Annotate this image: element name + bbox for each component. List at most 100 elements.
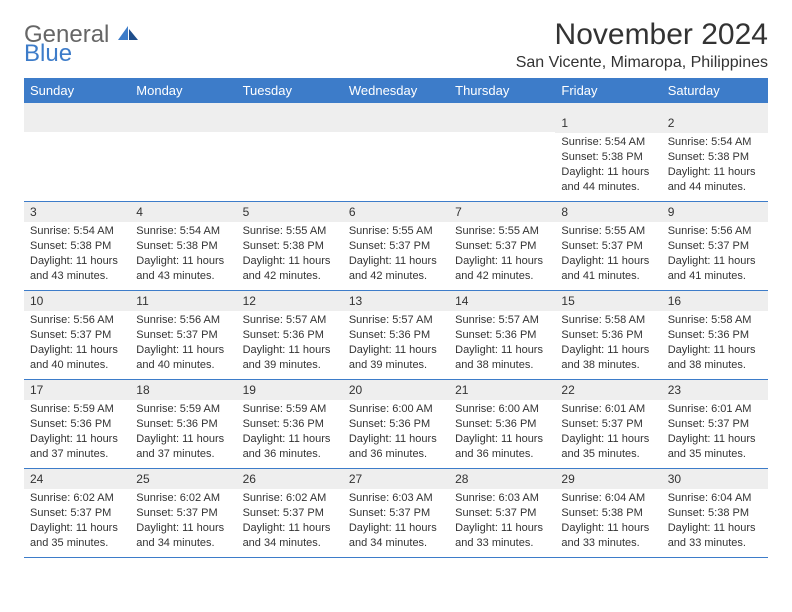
- dow-wednesday: Wednesday: [343, 78, 449, 103]
- day-body: Sunrise: 5:56 AMSunset: 5:37 PMDaylight:…: [130, 311, 236, 376]
- daylight-text: Daylight: 11 hours and 34 minutes.: [243, 521, 337, 551]
- calendar-week: 3Sunrise: 5:54 AMSunset: 5:38 PMDaylight…: [24, 202, 768, 291]
- day-number: 15: [555, 291, 661, 311]
- sunrise-text: Sunrise: 5:54 AM: [136, 224, 230, 239]
- day-number: [24, 113, 130, 132]
- day-number: 23: [662, 380, 768, 400]
- dow-sunday: Sunday: [24, 78, 130, 103]
- day-number: 22: [555, 380, 661, 400]
- day-body: [24, 132, 130, 138]
- sunrise-text: Sunrise: 5:55 AM: [455, 224, 549, 239]
- day-body: Sunrise: 5:55 AMSunset: 5:37 PMDaylight:…: [449, 222, 555, 287]
- sunset-text: Sunset: 5:36 PM: [136, 417, 230, 432]
- day-number: 28: [449, 469, 555, 489]
- dow-friday: Friday: [555, 78, 661, 103]
- sunrise-text: Sunrise: 6:00 AM: [349, 402, 443, 417]
- day-body: [343, 132, 449, 138]
- day-body: Sunrise: 5:59 AMSunset: 5:36 PMDaylight:…: [237, 400, 343, 465]
- sunset-text: Sunset: 5:36 PM: [30, 417, 124, 432]
- daylight-text: Daylight: 11 hours and 43 minutes.: [136, 254, 230, 284]
- sunrise-text: Sunrise: 6:04 AM: [561, 491, 655, 506]
- header-spacer: [24, 103, 768, 113]
- day-body: Sunrise: 6:03 AMSunset: 5:37 PMDaylight:…: [343, 489, 449, 554]
- day-number: 29: [555, 469, 661, 489]
- calendar-day: [449, 113, 555, 201]
- calendar-day: 21Sunrise: 6:00 AMSunset: 5:36 PMDayligh…: [449, 380, 555, 468]
- daylight-text: Daylight: 11 hours and 44 minutes.: [668, 165, 762, 195]
- sunset-text: Sunset: 5:37 PM: [349, 506, 443, 521]
- daylight-text: Daylight: 11 hours and 35 minutes.: [668, 432, 762, 462]
- sunrise-text: Sunrise: 5:57 AM: [455, 313, 549, 328]
- day-number: 25: [130, 469, 236, 489]
- daylight-text: Daylight: 11 hours and 41 minutes.: [668, 254, 762, 284]
- dow-monday: Monday: [130, 78, 236, 103]
- location-subtitle: San Vicente, Mimaropa, Philippines: [516, 54, 768, 72]
- calendar-day: 16Sunrise: 5:58 AMSunset: 5:36 PMDayligh…: [662, 291, 768, 379]
- day-number: 1: [555, 113, 661, 133]
- calendar-day: 17Sunrise: 5:59 AMSunset: 5:36 PMDayligh…: [24, 380, 130, 468]
- sunrise-text: Sunrise: 6:00 AM: [455, 402, 549, 417]
- day-body: [130, 132, 236, 138]
- calendar-day: 2Sunrise: 5:54 AMSunset: 5:38 PMDaylight…: [662, 113, 768, 201]
- sunset-text: Sunset: 5:38 PM: [668, 506, 762, 521]
- day-body: Sunrise: 5:54 AMSunset: 5:38 PMDaylight:…: [662, 133, 768, 198]
- sunset-text: Sunset: 5:37 PM: [455, 239, 549, 254]
- sunset-text: Sunset: 5:38 PM: [136, 239, 230, 254]
- day-body: [237, 132, 343, 138]
- sunrise-text: Sunrise: 6:02 AM: [30, 491, 124, 506]
- day-number: 16: [662, 291, 768, 311]
- day-body: Sunrise: 5:57 AMSunset: 5:36 PMDaylight:…: [237, 311, 343, 376]
- calendar-day: 25Sunrise: 6:02 AMSunset: 5:37 PMDayligh…: [130, 469, 236, 557]
- daylight-text: Daylight: 11 hours and 38 minutes.: [455, 343, 549, 373]
- daylight-text: Daylight: 11 hours and 35 minutes.: [30, 521, 124, 551]
- calendar-day: 7Sunrise: 5:55 AMSunset: 5:37 PMDaylight…: [449, 202, 555, 290]
- dow-thursday: Thursday: [449, 78, 555, 103]
- sunset-text: Sunset: 5:37 PM: [668, 417, 762, 432]
- daylight-text: Daylight: 11 hours and 36 minutes.: [349, 432, 443, 462]
- sunrise-text: Sunrise: 5:54 AM: [561, 135, 655, 150]
- sunset-text: Sunset: 5:36 PM: [455, 328, 549, 343]
- sunrise-text: Sunrise: 5:55 AM: [561, 224, 655, 239]
- sunset-text: Sunset: 5:36 PM: [349, 328, 443, 343]
- calendar-day: 3Sunrise: 5:54 AMSunset: 5:38 PMDaylight…: [24, 202, 130, 290]
- sunset-text: Sunset: 5:38 PM: [30, 239, 124, 254]
- day-number: [237, 113, 343, 132]
- daylight-text: Daylight: 11 hours and 34 minutes.: [349, 521, 443, 551]
- calendar-day: 1Sunrise: 5:54 AMSunset: 5:38 PMDaylight…: [555, 113, 661, 201]
- sunrise-text: Sunrise: 5:55 AM: [243, 224, 337, 239]
- sunset-text: Sunset: 5:37 PM: [668, 239, 762, 254]
- sunrise-text: Sunrise: 5:59 AM: [30, 402, 124, 417]
- day-number: 24: [24, 469, 130, 489]
- sunset-text: Sunset: 5:36 PM: [455, 417, 549, 432]
- day-body: Sunrise: 6:01 AMSunset: 5:37 PMDaylight:…: [555, 400, 661, 465]
- sunset-text: Sunset: 5:36 PM: [243, 328, 337, 343]
- sunrise-text: Sunrise: 6:01 AM: [561, 402, 655, 417]
- day-number: 19: [237, 380, 343, 400]
- sunset-text: Sunset: 5:37 PM: [30, 506, 124, 521]
- sunrise-text: Sunrise: 6:03 AM: [455, 491, 549, 506]
- day-number: 17: [24, 380, 130, 400]
- calendar-week: 1Sunrise: 5:54 AMSunset: 5:38 PMDaylight…: [24, 113, 768, 202]
- daylight-text: Daylight: 11 hours and 40 minutes.: [30, 343, 124, 373]
- sunrise-text: Sunrise: 6:03 AM: [349, 491, 443, 506]
- daylight-text: Daylight: 11 hours and 39 minutes.: [349, 343, 443, 373]
- daylight-text: Daylight: 11 hours and 33 minutes.: [455, 521, 549, 551]
- calendar-week: 17Sunrise: 5:59 AMSunset: 5:36 PMDayligh…: [24, 380, 768, 469]
- calendar-day: [237, 113, 343, 201]
- title-block: November 2024 San Vicente, Mimaropa, Phi…: [516, 18, 768, 72]
- sunset-text: Sunset: 5:38 PM: [561, 506, 655, 521]
- daylight-text: Daylight: 11 hours and 35 minutes.: [561, 432, 655, 462]
- sunrise-text: Sunrise: 5:54 AM: [668, 135, 762, 150]
- day-body: Sunrise: 6:00 AMSunset: 5:36 PMDaylight:…: [449, 400, 555, 465]
- sunrise-text: Sunrise: 5:57 AM: [349, 313, 443, 328]
- calendar-day: [130, 113, 236, 201]
- calendar-day: 29Sunrise: 6:04 AMSunset: 5:38 PMDayligh…: [555, 469, 661, 557]
- daylight-text: Daylight: 11 hours and 38 minutes.: [561, 343, 655, 373]
- day-number: 20: [343, 380, 449, 400]
- day-body: Sunrise: 5:59 AMSunset: 5:36 PMDaylight:…: [130, 400, 236, 465]
- daylight-text: Daylight: 11 hours and 40 minutes.: [136, 343, 230, 373]
- calendar-day: 9Sunrise: 5:56 AMSunset: 5:37 PMDaylight…: [662, 202, 768, 290]
- sunrise-text: Sunrise: 5:57 AM: [243, 313, 337, 328]
- sunrise-text: Sunrise: 5:58 AM: [561, 313, 655, 328]
- day-number: 7: [449, 202, 555, 222]
